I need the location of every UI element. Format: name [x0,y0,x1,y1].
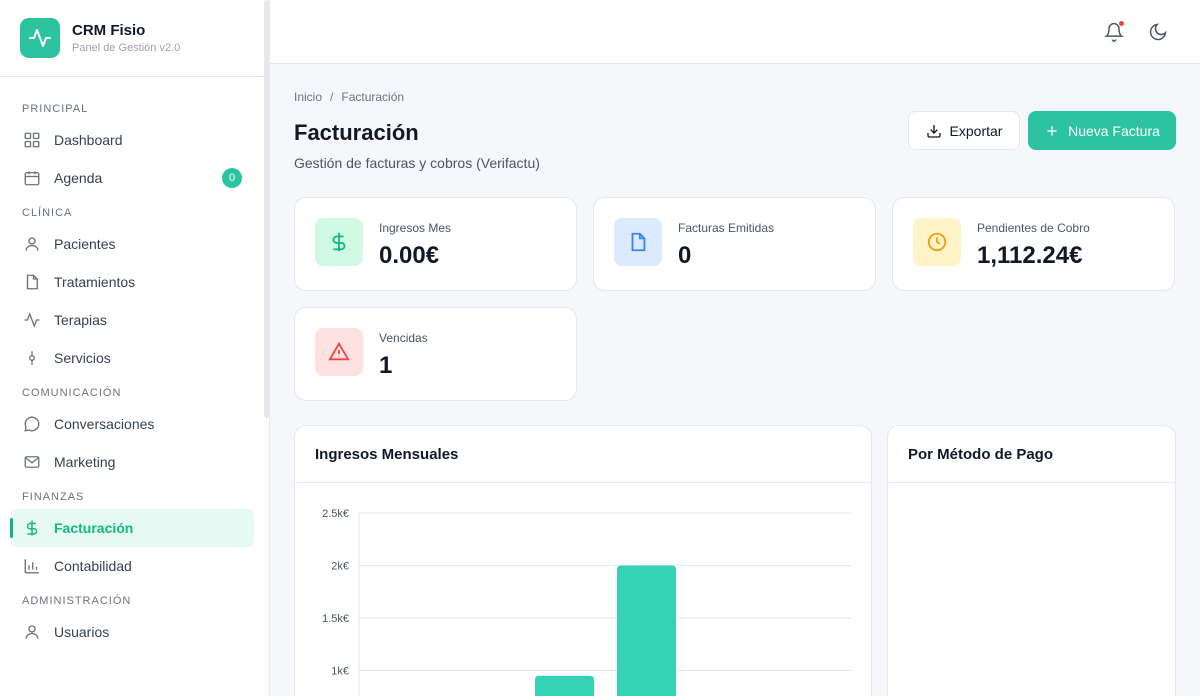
sidebar-item-label: Usuarios [54,624,110,640]
stat-value: 1,112.24€ [977,242,1083,269]
stat-card-facturas: Facturas Emitidas 0 [593,197,876,291]
breadcrumb: Inicio / Facturación [294,90,404,104]
export-button[interactable]: Exportar [908,111,1020,150]
stat-label: Facturas Emitidas [678,221,775,235]
topbar [270,0,1200,64]
sidebar-item-label: Contabilidad [54,558,132,574]
mail-icon [22,452,42,472]
download-icon [926,124,941,138]
notifications-button[interactable] [1102,20,1126,44]
commit-icon [22,348,42,368]
stat-value: 0 [678,242,692,269]
stat-label: Ingresos Mes [379,221,452,235]
notification-dot [1119,21,1124,26]
theme-toggle-button[interactable] [1146,20,1170,44]
y-tick-label: 1k€ [331,666,349,678]
sidebar: CRM Fisio Panel de Gestión v2.0 PRINCIPA… [0,0,270,696]
new-invoice-button[interactable]: Nueva Factura [1028,111,1176,150]
sidebar-item-usuarios[interactable]: Usuarios [10,613,254,651]
monthly-revenue-chart: 2.5k€ 2k€ 1.5k€ 1k€ [322,508,851,696]
sidebar-item-label: Agenda [54,170,103,186]
breadcrumb-separator: / [330,90,334,104]
monthly-revenue-title: Ingresos Mensuales [315,446,459,463]
stat-card-pendientes: Pendientes de Cobro 1,112.24€ [892,197,1175,291]
sidebar-item-agenda[interactable]: Agenda 0 [10,159,254,197]
stat-label: Pendientes de Cobro [977,221,1090,235]
stat-label: Vencidas [379,331,428,345]
sidebar-scrollbar[interactable] [264,0,269,418]
breadcrumb-current: Facturación [341,90,405,104]
y-tick-label: 1.5k€ [322,613,349,625]
breadcrumb-home[interactable]: Inicio [294,90,323,104]
sidebar-item-label: Dashboard [54,132,123,148]
stat-card-ingresos: Ingresos Mes 0.00€ [294,197,577,291]
section-label-finanzas: FINANZAS [22,491,85,503]
section-label-clinica: CLÍNICA [22,207,73,219]
calendar-icon [22,168,42,188]
sidebar-item-label: Terapias [54,312,107,328]
section-label-principal: PRINCIPAL [22,103,89,115]
sidebar-item-label: Conversaciones [54,416,155,432]
sidebar-item-tratamientos[interactable]: Tratamientos [10,263,254,301]
activity-icon [22,310,42,330]
brand-logo [20,18,60,58]
bell-icon [1104,22,1124,42]
grid-icon [22,130,42,150]
chart-bar[interactable] [535,675,594,696]
user-icon [22,234,42,254]
sidebar-nav: PRINCIPAL Dashboard Agenda 0 CLÍNICA Pac… [0,77,269,651]
sidebar-item-facturacion[interactable]: Facturación [10,509,254,547]
monthly-revenue-panel: Ingresos Mensuales 2.5k€ 2k€ 1.5k€ 1k€ [294,425,872,696]
y-tick-label: 2k€ [331,561,349,573]
panel-divider [888,482,1175,483]
plus-icon [1047,125,1057,136]
page-title: Facturación [294,120,419,145]
bar-chart-icon [22,556,42,576]
sidebar-item-servicios[interactable]: Servicios [10,339,254,377]
sidebar-item-label: Pacientes [54,236,116,252]
payment-method-panel: Por Método de Pago [887,425,1176,696]
panel-divider [295,482,871,483]
sidebar-item-label: Marketing [54,454,116,470]
activity-icon [29,29,51,47]
page-subtitle: Gestión de facturas y cobros (Verifactu) [294,155,540,171]
export-label: Exportar [949,122,1003,139]
agenda-count-badge: 0 [222,168,242,188]
sidebar-item-label: Facturación [54,520,134,536]
brand-subtitle: Panel de Gestión v2.0 [72,42,181,54]
new-invoice-label: Nueva Factura [1068,122,1160,139]
section-label-administracion: ADMINISTRACIÓN [22,595,132,607]
sidebar-item-terapias[interactable]: Terapias [10,301,254,339]
alert-triangle-icon [315,328,363,376]
sidebar-item-conversaciones[interactable]: Conversaciones [10,405,254,443]
y-tick-label: 2.5k€ [322,508,349,520]
sidebar-item-label: Tratamientos [54,274,136,290]
dollar-icon [315,218,363,266]
section-label-comunicacion: COMUNICACIÓN [22,387,122,399]
sidebar-item-contabilidad[interactable]: Contabilidad [10,547,254,585]
moon-icon [1149,23,1167,41]
file-icon [22,272,42,292]
sidebar-item-marketing[interactable]: Marketing [10,443,254,481]
sidebar-item-label: Servicios [54,350,111,366]
stat-card-vencidas: Vencidas 1 [294,307,577,401]
sidebar-item-dashboard[interactable]: Dashboard [10,121,254,159]
sidebar-item-pacientes[interactable]: Pacientes [10,225,254,263]
clock-icon [913,218,961,266]
brand-title: CRM Fisio [72,22,146,39]
chart-bar[interactable] [617,565,676,696]
stat-value: 1 [379,352,393,379]
document-icon [614,218,662,266]
user-icon [22,622,42,642]
dollar-icon [22,518,42,538]
brand: CRM Fisio Panel de Gestión v2.0 [0,0,269,77]
stat-value: 0.00€ [379,242,440,269]
chat-icon [22,414,42,434]
payment-method-title: Por Método de Pago [908,446,1054,463]
